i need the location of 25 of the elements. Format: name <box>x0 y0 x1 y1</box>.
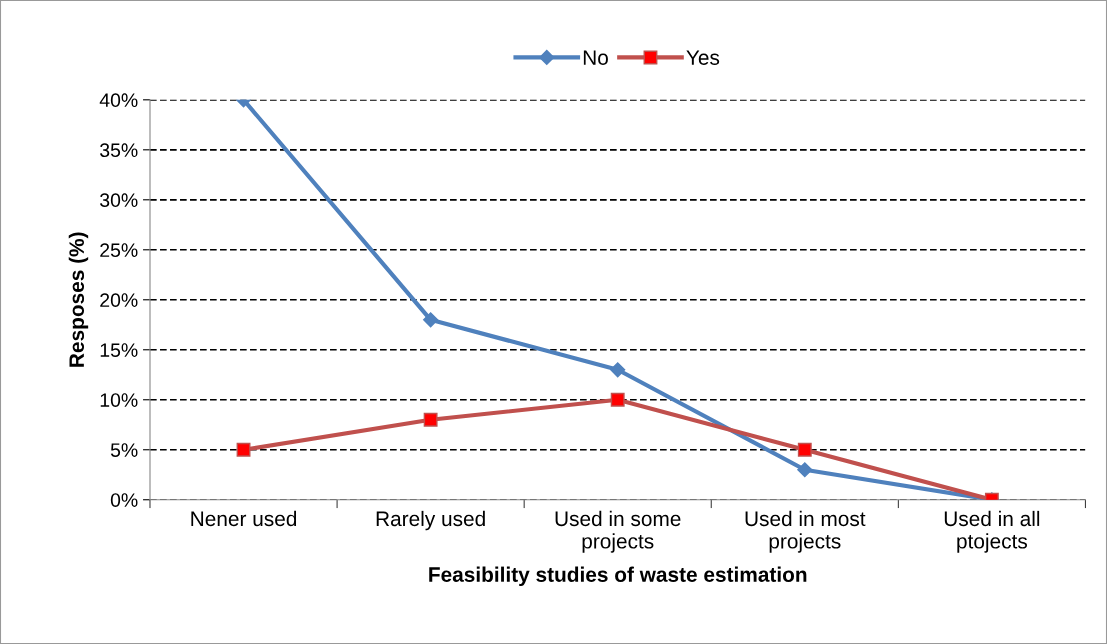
x-tick-label: Rarely used <box>376 510 485 531</box>
point <box>236 442 251 457</box>
y-tick-label: 10% <box>100 393 138 407</box>
y-tick-label: 5% <box>110 443 138 457</box>
point <box>797 442 812 457</box>
x-tick-label: Used in most projects <box>745 510 866 553</box>
y-tick-label: 0% <box>110 493 138 507</box>
legend-label: No <box>583 50 608 65</box>
point <box>610 392 625 407</box>
x-tick-label: Nener used <box>191 510 297 527</box>
point <box>610 362 626 378</box>
y-axis-title: Resposes (%) <box>68 232 89 367</box>
x-tick-label: Used in some projects <box>555 510 681 553</box>
y-tick-label: 35% <box>100 143 138 158</box>
x-axis-title: Feasibility studies of waste estimation <box>429 566 807 587</box>
point <box>423 312 439 328</box>
y-tick-label: 25% <box>100 243 138 258</box>
y-tick-label: 40% <box>99 93 138 108</box>
y-tick-label: 20% <box>100 293 138 308</box>
point <box>797 462 813 478</box>
y-tick-label: 15% <box>100 343 138 358</box>
x-tick-label: Used in all ptojects <box>944 510 1040 553</box>
legend-label: Yes <box>686 50 720 65</box>
point <box>423 412 438 427</box>
y-tick-label: 30% <box>100 193 138 208</box>
